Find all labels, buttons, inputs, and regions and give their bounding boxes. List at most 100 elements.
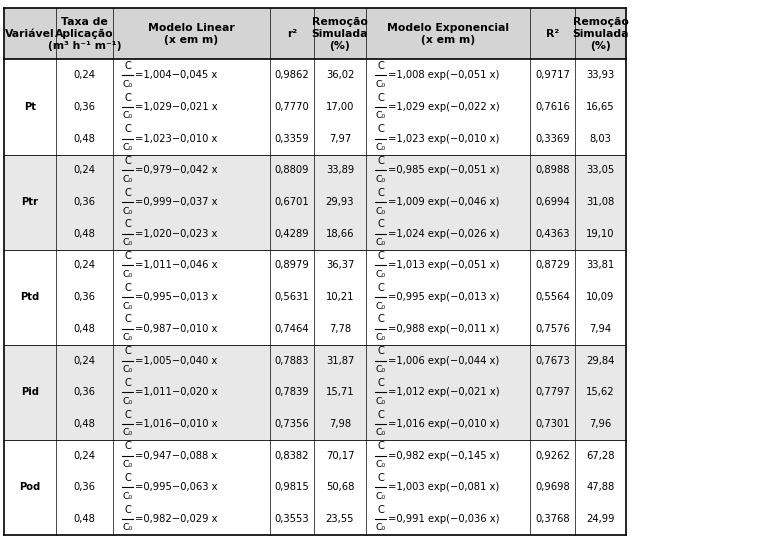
Text: C₀: C₀ <box>122 207 133 216</box>
Text: 0,3359: 0,3359 <box>274 134 309 143</box>
Text: 0,5631: 0,5631 <box>274 292 309 302</box>
Text: C: C <box>377 125 384 134</box>
Text: C: C <box>377 93 384 102</box>
Text: =1,004−0,045 x: =1,004−0,045 x <box>135 71 218 80</box>
Text: =0,999−0,037 x: =0,999−0,037 x <box>135 197 218 207</box>
Text: 0,7673: 0,7673 <box>535 356 570 365</box>
Text: 0,9262: 0,9262 <box>535 451 570 460</box>
Text: Taxa de
Aplicação
(m³ h⁻¹ m⁻¹): Taxa de Aplicação (m³ h⁻¹ m⁻¹) <box>47 17 121 51</box>
Text: =0,991 exp(−0,036 x): =0,991 exp(−0,036 x) <box>388 514 500 524</box>
Text: C: C <box>377 346 384 356</box>
Text: 0,7356: 0,7356 <box>274 419 309 429</box>
Text: C: C <box>377 378 384 388</box>
Text: C₀: C₀ <box>375 429 386 438</box>
Text: 0,48: 0,48 <box>73 324 96 334</box>
Text: C₀: C₀ <box>375 492 386 501</box>
Text: C: C <box>125 378 131 388</box>
Text: C₀: C₀ <box>375 460 386 469</box>
Text: C₀: C₀ <box>375 112 386 121</box>
Text: 7,96: 7,96 <box>589 419 612 429</box>
Text: C₀: C₀ <box>375 270 386 279</box>
Text: 0,6994: 0,6994 <box>535 197 570 207</box>
Bar <box>4 59 626 155</box>
Text: 36,02: 36,02 <box>325 71 354 80</box>
Text: 70,17: 70,17 <box>325 451 354 460</box>
Text: =1,024 exp(−0,026 x): =1,024 exp(−0,026 x) <box>388 229 500 239</box>
Text: 0,3553: 0,3553 <box>274 514 309 524</box>
Text: 15,71: 15,71 <box>325 388 354 397</box>
Bar <box>4 250 626 345</box>
Text: 10,21: 10,21 <box>325 292 354 302</box>
Text: 0,36: 0,36 <box>73 292 96 302</box>
Text: r²: r² <box>286 29 297 39</box>
Text: 0,36: 0,36 <box>73 483 96 492</box>
Text: C₀: C₀ <box>375 143 386 152</box>
Text: C: C <box>125 156 131 166</box>
Text: Modelo Linear
(x em m): Modelo Linear (x em m) <box>148 23 235 45</box>
Text: 0,8382: 0,8382 <box>274 451 309 460</box>
Text: 31,08: 31,08 <box>587 197 614 207</box>
Text: 0,9698: 0,9698 <box>535 483 570 492</box>
Text: 0,7883: 0,7883 <box>274 356 309 365</box>
Text: C: C <box>377 156 384 166</box>
Text: Ptd: Ptd <box>20 292 40 302</box>
Text: =1,012 exp(−0,021 x): =1,012 exp(−0,021 x) <box>388 388 500 397</box>
Text: =1,023 exp(−0,010 x): =1,023 exp(−0,010 x) <box>388 134 500 143</box>
Text: C₀: C₀ <box>122 524 133 533</box>
Text: C: C <box>377 505 384 515</box>
Text: 0,3369: 0,3369 <box>535 134 570 143</box>
Text: 33,05: 33,05 <box>587 166 614 175</box>
Text: Ptr: Ptr <box>21 197 38 207</box>
Text: C₀: C₀ <box>375 302 386 311</box>
Text: C₀: C₀ <box>122 302 133 311</box>
Text: 0,5564: 0,5564 <box>535 292 570 302</box>
Text: C₀: C₀ <box>375 397 386 406</box>
Text: =1,011−0,046 x: =1,011−0,046 x <box>135 261 218 270</box>
Text: =0,947−0,088 x: =0,947−0,088 x <box>135 451 218 460</box>
Text: Pid: Pid <box>21 388 39 397</box>
Text: C: C <box>377 315 384 325</box>
Text: 0,8809: 0,8809 <box>274 166 309 175</box>
Text: 24,99: 24,99 <box>586 514 615 524</box>
Text: C: C <box>377 251 384 261</box>
Text: C: C <box>125 283 131 292</box>
Text: C: C <box>377 61 384 71</box>
Text: C₀: C₀ <box>375 365 386 374</box>
Text: =0,995−0,013 x: =0,995−0,013 x <box>135 292 218 302</box>
Text: C: C <box>125 220 131 229</box>
Text: C: C <box>125 441 131 451</box>
Text: R²: R² <box>545 29 559 39</box>
Text: =1,009 exp(−0,046 x): =1,009 exp(−0,046 x) <box>388 197 500 207</box>
Text: 7,78: 7,78 <box>329 324 351 334</box>
Text: C: C <box>125 61 131 71</box>
Text: 15,62: 15,62 <box>586 388 615 397</box>
Text: 0,48: 0,48 <box>73 134 96 143</box>
Text: 0,8979: 0,8979 <box>274 261 309 270</box>
Text: 19,10: 19,10 <box>586 229 615 239</box>
Text: =1,029−0,021 x: =1,029−0,021 x <box>135 102 218 112</box>
Text: Variável: Variável <box>5 29 54 39</box>
Text: =1,006 exp(−0,044 x): =1,006 exp(−0,044 x) <box>388 356 500 365</box>
Text: C₀: C₀ <box>122 365 133 374</box>
Text: 0,7770: 0,7770 <box>274 102 309 112</box>
Text: 0,8988: 0,8988 <box>535 166 570 175</box>
Text: C: C <box>125 473 131 483</box>
Text: =1,016−0,010 x: =1,016−0,010 x <box>135 419 218 429</box>
Text: 0,9717: 0,9717 <box>535 71 570 80</box>
Text: C₀: C₀ <box>375 80 386 89</box>
Text: C₀: C₀ <box>122 143 133 152</box>
Text: C: C <box>125 315 131 325</box>
Text: 0,36: 0,36 <box>73 388 96 397</box>
Text: 29,84: 29,84 <box>586 356 615 365</box>
Text: 0,24: 0,24 <box>73 451 96 460</box>
Text: 50,68: 50,68 <box>325 483 354 492</box>
Text: 0,7301: 0,7301 <box>535 419 570 429</box>
Text: C₀: C₀ <box>122 397 133 406</box>
Text: 7,94: 7,94 <box>590 324 611 334</box>
Text: 0,8729: 0,8729 <box>535 261 570 270</box>
Text: C: C <box>125 505 131 515</box>
Text: C: C <box>125 410 131 420</box>
Text: 0,7464: 0,7464 <box>274 324 309 334</box>
Text: C: C <box>125 346 131 356</box>
Text: 0,9815: 0,9815 <box>274 483 309 492</box>
